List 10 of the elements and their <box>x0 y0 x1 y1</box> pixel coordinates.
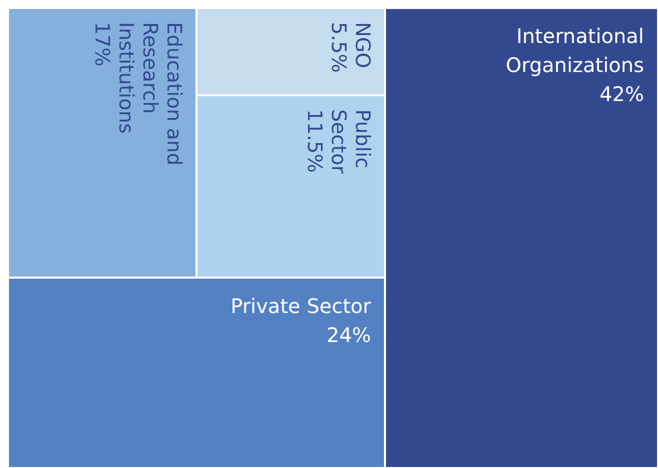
data-label: 42% <box>600 82 644 106</box>
data-label: 17% <box>90 22 114 66</box>
category-label: International Organizations <box>506 24 644 78</box>
category-label: NGO <box>350 22 375 68</box>
category-label: Private Sector <box>230 294 372 318</box>
category-label: Public Sector <box>326 109 375 174</box>
data-label: 5.5% <box>326 22 351 73</box>
category-label: Education and Research Institutions <box>114 22 186 166</box>
data-label: 24% <box>326 322 371 347</box>
data-label: 11.5% <box>302 109 327 173</box>
